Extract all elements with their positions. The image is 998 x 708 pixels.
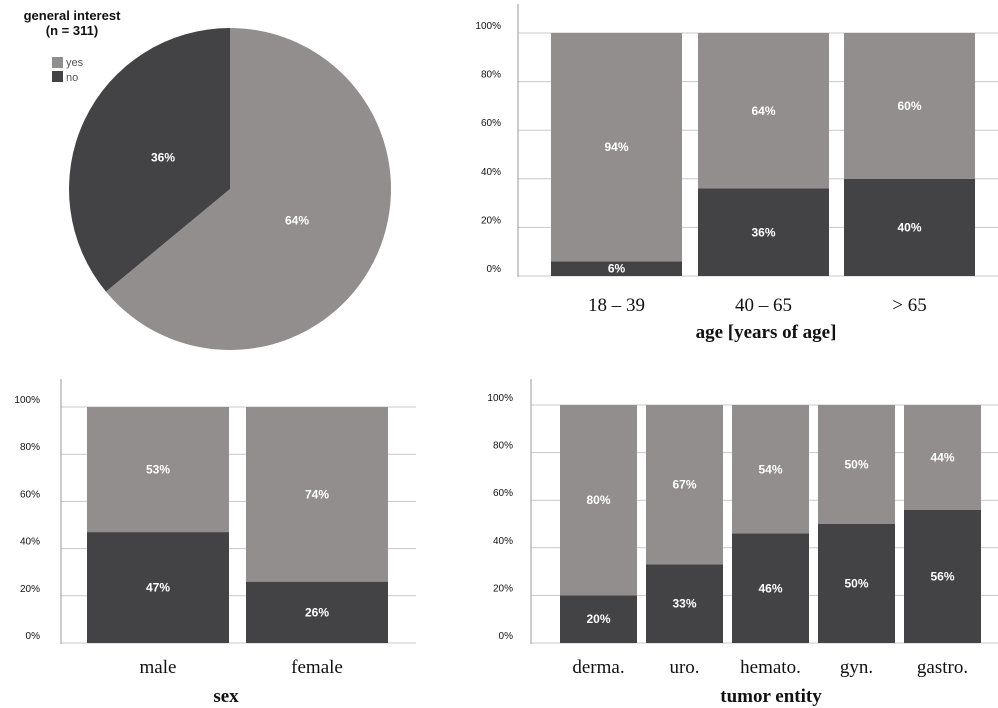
data-label-no: 46% <box>758 581 782 595</box>
data-label-no: 56% <box>930 569 954 583</box>
y-tick-label: 20% <box>20 584 40 595</box>
y-tick-label: 0% <box>26 631 41 642</box>
pie-label-no: 36% <box>151 151 175 165</box>
tumor-entity-bar-chart: 0% 20% 40% 60% 80% 100% 20% 80% derma. 33% 67% uro.… <box>487 379 998 707</box>
category-label: female <box>291 657 343 678</box>
pie-panel: 64% 36% general interest (n = 311) yes no <box>24 8 391 350</box>
y-tick-label: 20% <box>493 583 513 594</box>
data-label-yes: 50% <box>844 458 868 472</box>
data-label-no: 40% <box>897 220 921 234</box>
data-label-yes: 67% <box>672 478 696 492</box>
y-tick-label: 0% <box>487 264 502 275</box>
x-axis-title: age [years of age] <box>696 322 837 343</box>
category-label: uro. <box>669 657 699 678</box>
pie-label-yes: 64% <box>285 214 309 228</box>
sex-bar-chart: 0% 20% 40% 60% 80% 100% 47% 53% male 26% 74% female… <box>14 379 416 707</box>
x-axis-title: tumor entity <box>720 686 822 707</box>
y-tick-label: 40% <box>20 537 40 548</box>
y-tick-label: 60% <box>481 118 501 129</box>
age-bar-chart: 0% 20% 40% 60% 80% 100% 6% 94% 18 – 39 36% 64% 40 –… <box>475 4 998 343</box>
pie-title: general interest <box>24 8 121 23</box>
data-label-no: 50% <box>844 577 868 591</box>
y-tick-label: 0% <box>499 631 514 642</box>
pie-slices: 64% 36% <box>69 28 391 350</box>
y-tick-label: 60% <box>493 488 513 499</box>
pie-subtitle: (n = 311) <box>46 23 98 38</box>
category-label: derma. <box>572 657 624 678</box>
legend-swatch-yes <box>52 57 63 68</box>
category-label: hemato. <box>740 657 801 678</box>
data-label-no: 36% <box>751 225 775 239</box>
legend-label-no: no <box>66 72 78 84</box>
y-tick-label: 100% <box>475 21 501 32</box>
category-label: 18 – 39 <box>588 295 645 316</box>
category-label: gastro. <box>917 657 968 678</box>
y-tick-label: 80% <box>481 70 501 81</box>
y-tick-label: 60% <box>20 489 40 500</box>
y-tick-label: 80% <box>493 441 513 452</box>
data-label-yes: 54% <box>758 462 782 476</box>
data-label-no: 47% <box>146 581 170 595</box>
y-tick-label: 40% <box>493 536 513 547</box>
legend-swatch-no <box>52 71 63 82</box>
data-label-yes: 44% <box>930 450 954 464</box>
data-label-yes: 74% <box>305 487 329 501</box>
category-label: > 65 <box>892 295 926 316</box>
y-tick-label: 100% <box>487 393 513 404</box>
data-label-no: 33% <box>672 597 696 611</box>
category-label: gyn. <box>840 657 873 678</box>
data-label-yes: 60% <box>897 99 921 113</box>
data-label-yes: 64% <box>751 104 775 118</box>
y-tick-label: 20% <box>481 215 501 226</box>
legend-label-yes: yes <box>66 57 84 69</box>
y-tick-label: 80% <box>20 442 40 453</box>
data-label-no: 6% <box>608 262 626 276</box>
data-label-no: 26% <box>305 605 329 619</box>
y-tick-label: 40% <box>481 167 501 178</box>
pie-legend: yes no <box>52 57 84 84</box>
data-label-yes: 94% <box>604 140 628 154</box>
data-label-no: 20% <box>586 612 610 626</box>
category-label: male <box>140 657 177 678</box>
category-label: 40 – 65 <box>735 295 792 316</box>
data-label-yes: 80% <box>586 493 610 507</box>
data-label-yes: 53% <box>146 463 170 477</box>
y-tick-label: 100% <box>14 395 40 406</box>
x-axis-title: sex <box>213 686 239 707</box>
